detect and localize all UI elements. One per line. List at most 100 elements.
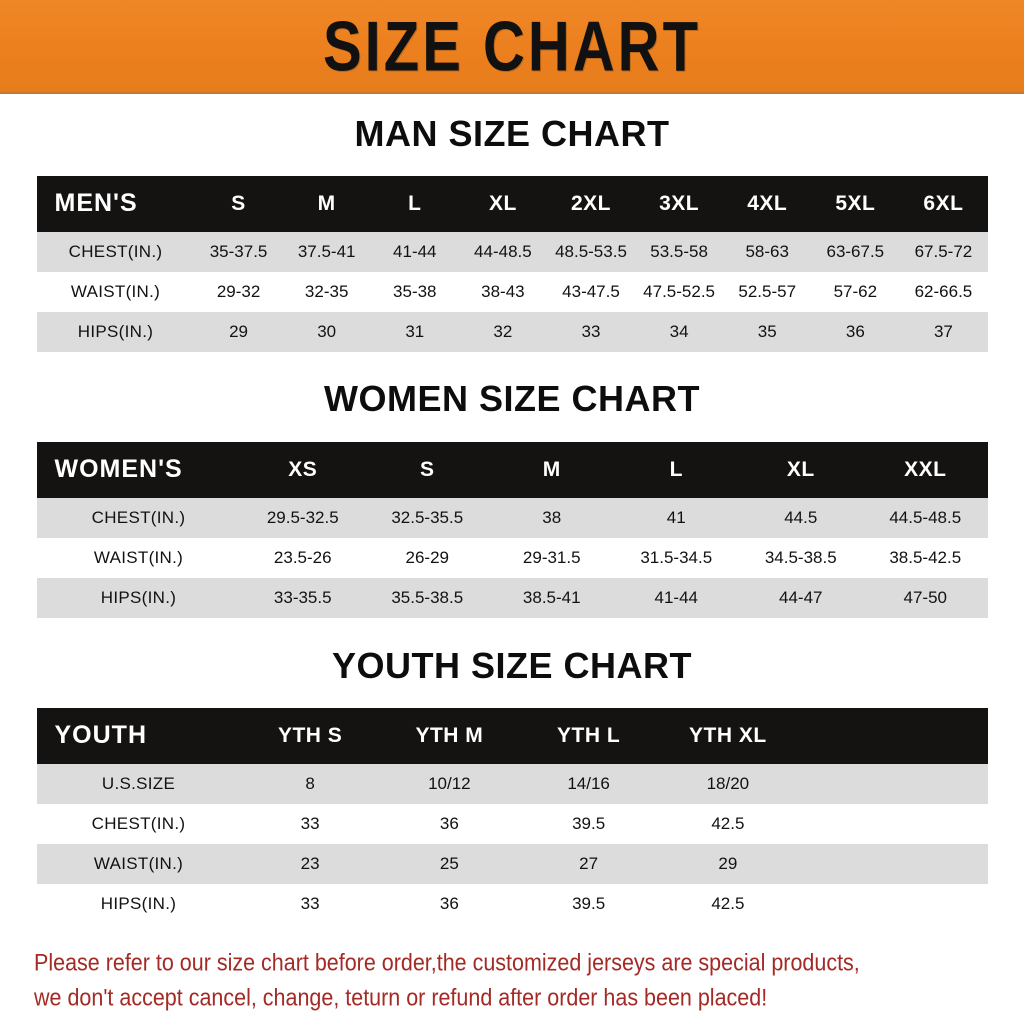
women-cell: 38 — [542, 508, 562, 527]
man-cell: 38-43 — [481, 282, 525, 301]
youth-size-header-yth-xl: YTH XL — [689, 723, 767, 747]
women-size-header-xl: XL — [786, 457, 815, 481]
women-row-label: CHEST(IN.) — [91, 508, 186, 527]
youth-cell: 14/16 — [567, 774, 610, 793]
women-table-body: CHEST(IN.) 29.5-32.5 32.5-35.5 38 41 44.5 44.5… — [36, 498, 988, 618]
youth-cell: 39.5 — [572, 814, 606, 833]
women-cell: 41-44 — [654, 588, 698, 607]
youth-cell-spacer — [798, 804, 988, 844]
women-size-header-xs: XS — [288, 457, 318, 481]
table-row: CHEST(IN.) 33 36 39.5 42.5 — [36, 804, 988, 844]
table-row: HIPS(IN.) 29 30 31 32 33 34 35 36 37 — [36, 312, 988, 352]
youth-cell-spacer — [798, 764, 988, 804]
man-cell: 57-62 — [833, 282, 878, 301]
man-cell: 30 — [317, 322, 337, 341]
youth-size-header-yth-m: YTH M — [415, 723, 484, 747]
man-cell: 58-63 — [745, 242, 789, 261]
women-row-label: HIPS(IN.) — [100, 588, 177, 607]
man-cell: 32-35 — [304, 282, 349, 301]
youth-size-table-wrap: YOUTH YTH S YTH M YTH L YTH XL U.S.SIZE 8 10/1… — [36, 708, 988, 924]
man-cell: 63-67.5 — [826, 242, 885, 261]
table-row: CHEST(IN.) 35-37.5 37.5-41 41-44 44-48.5 48.5… — [36, 232, 988, 272]
man-size-header-5xl: 5XL — [835, 191, 876, 215]
man-size-header-4xl: 4XL — [747, 191, 788, 215]
man-size-header-l: L — [408, 191, 422, 215]
man-cell: 53.5-58 — [650, 242, 708, 261]
youth-header-spacer — [798, 708, 988, 764]
youth-cell: 27 — [579, 854, 599, 873]
youth-cell-spacer — [798, 884, 988, 924]
man-cell: 37.5-41 — [297, 242, 356, 261]
women-header-row: WOMEN'S XS S M L XL XXL — [36, 442, 988, 498]
women-cell: 34.5-38.5 — [764, 548, 837, 567]
man-cell: 31 — [405, 322, 425, 341]
women-table-header: WOMEN'S XS S M L XL XXL — [36, 442, 988, 498]
women-size-header-l: L — [669, 457, 683, 481]
youth-size-header-yth-l: YTH L — [557, 723, 621, 747]
women-size-header-m: M — [542, 457, 561, 481]
man-cell: 35-38 — [393, 282, 437, 301]
youth-table-body: U.S.SIZE 8 10/12 14/16 18/20 CHEST(IN.) 33 36 39… — [36, 764, 988, 924]
women-cell: 47-50 — [903, 588, 947, 607]
women-cell: 35.5-38.5 — [391, 588, 464, 607]
disclaimer-note: Please refer to our size chart before or… — [0, 946, 1024, 1014]
women-cell: 44-47 — [779, 588, 823, 607]
youth-cell: 18/20 — [706, 774, 750, 793]
youth-row-label: CHEST(IN.) — [91, 814, 186, 833]
man-size-table-wrap: MEN'S S M L XL 2XL 3XL 4XL 5XL 6XL CHEST(IN.) 35-3… — [36, 176, 988, 352]
women-cell: 31.5-34.5 — [640, 548, 713, 567]
man-row-label: WAIST(IN.) — [70, 282, 161, 301]
youth-cell: 29 — [718, 854, 738, 873]
youth-cell: 33 — [300, 894, 320, 913]
youth-cell: 33 — [300, 814, 320, 833]
women-cell: 38.5-41 — [522, 588, 581, 607]
man-size-header-m: M — [317, 191, 336, 215]
man-cell: 48.5-53.5 — [555, 242, 627, 261]
table-row: CHEST(IN.) 29.5-32.5 32.5-35.5 38 41 44.5 44.5… — [36, 498, 988, 538]
disclaimer-line-2: we don't accept cancel, change, teturn o… — [34, 983, 768, 1011]
youth-cell: 10/12 — [428, 774, 471, 793]
man-cell: 43-47.5 — [562, 282, 620, 301]
man-cell: 37 — [933, 322, 953, 341]
man-size-header-3xl: 3XL — [659, 191, 700, 215]
women-corner-label: WOMEN'S — [54, 455, 183, 483]
table-row: WAIST(IN.) 29-32 32-35 35-38 38-43 43-47.5 47.… — [36, 272, 988, 312]
youth-cell: 23 — [300, 854, 320, 873]
man-size-header-2xl: 2XL — [570, 191, 611, 215]
man-row-label: HIPS(IN.) — [77, 322, 154, 341]
women-cell: 38.5-42.5 — [889, 548, 962, 567]
man-cell: 52.5-57 — [738, 282, 797, 301]
man-corner-label: MEN'S — [54, 189, 138, 217]
youth-row-label: WAIST(IN.) — [93, 854, 184, 873]
man-cell: 29 — [229, 322, 249, 341]
youth-row-label: U.S.SIZE — [101, 774, 176, 793]
women-cell: 29.5-32.5 — [266, 508, 339, 527]
women-cell: 44.5-48.5 — [889, 508, 962, 527]
youth-cell: 8 — [305, 774, 315, 793]
man-cell: 35 — [757, 322, 777, 341]
table-row: U.S.SIZE 8 10/12 14/16 18/20 — [36, 764, 988, 804]
youth-corner-label: YOUTH — [54, 721, 147, 749]
youth-cell: 25 — [439, 854, 459, 873]
disclaimer-line-1: Please refer to our size chart before or… — [34, 949, 860, 977]
women-cell: 29-31.5 — [522, 548, 581, 567]
women-size-header-xxl: XXL — [904, 457, 947, 481]
man-cell: 35-37.5 — [209, 242, 268, 261]
youth-row-label: HIPS(IN.) — [100, 894, 177, 913]
man-size-header-s: S — [231, 191, 246, 215]
man-size-table: MEN'S S M L XL 2XL 3XL 4XL 5XL 6XL CHEST(IN.) 35-3… — [36, 176, 988, 352]
man-cell: 44-48.5 — [474, 242, 532, 261]
women-size-header-s: S — [419, 457, 435, 481]
women-size-table: WOMEN'S XS S M L XL XXL CHEST(IN.) 29.5-32.5 32.… — [36, 442, 988, 618]
youth-cell: 39.5 — [572, 894, 606, 913]
man-row-label: CHEST(IN.) — [68, 242, 163, 261]
youth-table-header: YOUTH YTH S YTH M YTH L YTH XL — [36, 708, 988, 764]
man-section-title: MAN SIZE CHART — [354, 113, 670, 154]
table-row: WAIST(IN.) 23.5-26 26-29 29-31.5 31.5-34.5 34… — [36, 538, 988, 578]
women-cell: 26-29 — [405, 548, 449, 567]
youth-section-title: YOUTH SIZE CHART — [331, 645, 692, 686]
man-cell: 47.5-52.5 — [643, 282, 716, 301]
youth-cell: 42.5 — [711, 814, 745, 833]
women-cell: 32.5-35.5 — [391, 508, 464, 527]
youth-cell: 42.5 — [711, 894, 745, 913]
